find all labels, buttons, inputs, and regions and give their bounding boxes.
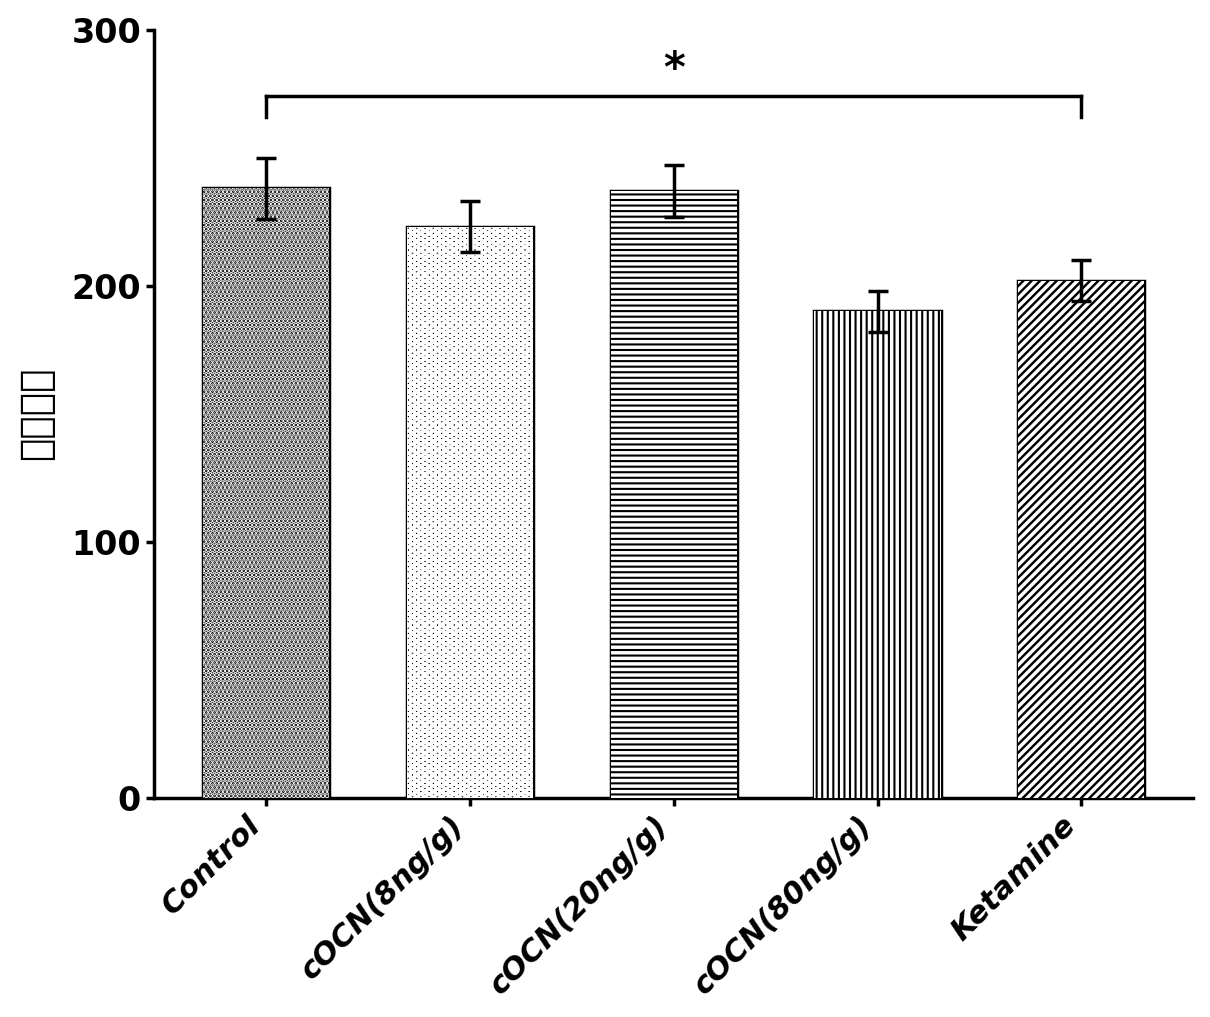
Bar <box>814 311 940 797</box>
Y-axis label: 不动时间: 不动时间 <box>17 367 54 461</box>
Bar <box>1018 281 1145 797</box>
Text: *: * <box>663 49 685 92</box>
Bar <box>611 191 737 797</box>
Bar <box>203 188 329 797</box>
Bar <box>814 311 940 797</box>
Bar <box>203 188 329 797</box>
Bar <box>407 227 534 797</box>
Bar <box>611 191 737 797</box>
Bar <box>407 227 534 797</box>
Bar <box>1018 281 1145 797</box>
